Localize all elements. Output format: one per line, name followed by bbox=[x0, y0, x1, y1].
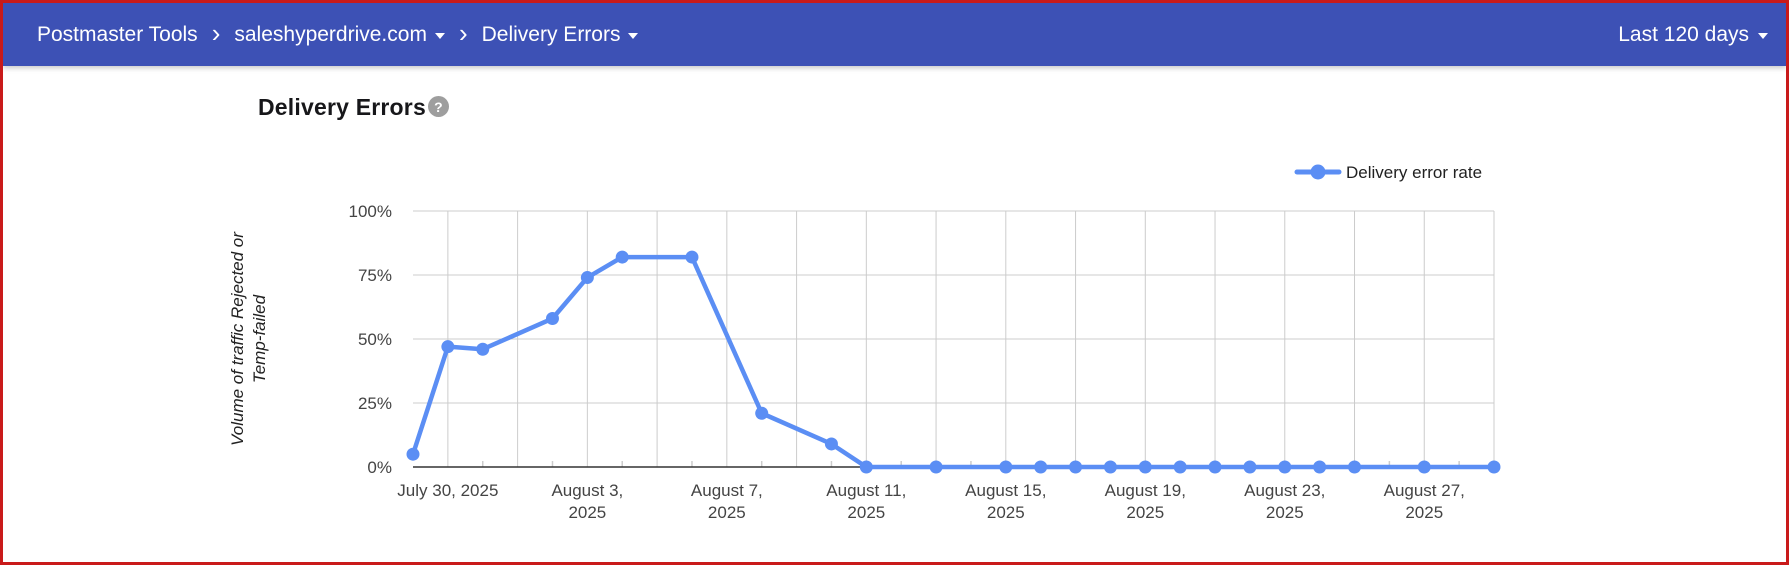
svg-text:Volume of traffic Rejected or: Volume of traffic Rejected or bbox=[228, 231, 247, 446]
data-point[interactable] bbox=[1034, 460, 1048, 474]
y-axis-title: Volume of traffic Rejected or Temp-failed bbox=[228, 231, 269, 446]
x-axis-tick-label: 2025 bbox=[987, 503, 1025, 522]
chevron-down-icon bbox=[1758, 33, 1768, 39]
data-point[interactable] bbox=[545, 312, 559, 326]
app-bar: Postmaster Tools › saleshyperdrive.com ›… bbox=[3, 3, 1786, 66]
x-axis-labels: July 30, 2025 August 3, 2025 August 7, 2025 A… bbox=[397, 481, 1465, 522]
breadcrumb-separator-icon: › bbox=[458, 17, 468, 48]
x-axis-tick-label: 2025 bbox=[708, 503, 746, 522]
data-point[interactable] bbox=[999, 460, 1013, 474]
date-range-label: Last 120 days bbox=[1618, 22, 1749, 46]
x-axis-tick-label: August 7, bbox=[691, 481, 763, 500]
x-axis-tick-label: 2025 bbox=[1405, 503, 1443, 522]
chevron-down-icon bbox=[628, 33, 639, 39]
x-axis-tick-label: August 19, bbox=[1105, 481, 1186, 500]
x-axis-tick-label: August 3, bbox=[551, 481, 623, 500]
chevron-down-icon bbox=[434, 33, 445, 39]
data-point[interactable] bbox=[1487, 460, 1501, 474]
data-point[interactable] bbox=[824, 437, 838, 451]
y-axis-tick-label: 100% bbox=[349, 202, 392, 221]
series-points bbox=[406, 250, 1501, 474]
breadcrumb-postmaster-tools[interactable]: Postmaster Tools bbox=[37, 23, 198, 47]
x-axis-tick-label: August 11, bbox=[826, 481, 906, 500]
data-point[interactable] bbox=[1417, 460, 1431, 474]
x-axis-tick-label: August 15, bbox=[965, 481, 1046, 500]
breadcrumb: Postmaster Tools › saleshyperdrive.com ›… bbox=[37, 17, 639, 50]
data-point[interactable] bbox=[1069, 460, 1083, 474]
data-point[interactable] bbox=[615, 250, 629, 264]
main-content: Delivery Errors ? 0% 25% 50% 75% 100% July 30… bbox=[3, 66, 1786, 562]
x-axis-tick-label: August 23, bbox=[1244, 481, 1325, 500]
breadcrumb-report-selector[interactable]: Delivery Errors bbox=[482, 23, 639, 47]
data-point[interactable] bbox=[1138, 460, 1152, 474]
breadcrumb-report-label: Delivery Errors bbox=[481, 22, 621, 46]
data-point[interactable] bbox=[1313, 460, 1327, 474]
data-point[interactable] bbox=[441, 340, 455, 354]
date-range-selector[interactable]: Last 120 days bbox=[1618, 23, 1768, 47]
page-title: Delivery Errors ? bbox=[258, 94, 449, 121]
page-title-text: Delivery Errors bbox=[258, 94, 426, 120]
data-point[interactable] bbox=[1208, 460, 1222, 474]
help-icon[interactable]: ? bbox=[427, 96, 449, 117]
data-point[interactable] bbox=[859, 460, 873, 474]
data-point[interactable] bbox=[1103, 460, 1117, 474]
legend-point-icon bbox=[1310, 164, 1326, 180]
series-line bbox=[410, 254, 1497, 470]
data-point[interactable] bbox=[929, 460, 943, 474]
data-point[interactable] bbox=[1348, 460, 1362, 474]
y-axis-tick-label: 75% bbox=[358, 266, 392, 285]
x-axis-tick-label: 2025 bbox=[568, 503, 606, 522]
svg-text:Temp-failed: Temp-failed bbox=[250, 294, 269, 383]
breadcrumb-domain-label: saleshyperdrive.com bbox=[234, 22, 427, 46]
data-point[interactable] bbox=[476, 342, 490, 356]
data-point[interactable] bbox=[1243, 460, 1257, 474]
y-axis-tick-label: 0% bbox=[367, 458, 392, 477]
y-axis-tick-label: 25% bbox=[358, 394, 392, 413]
delivery-error-rate-chart: 0% 25% 50% 75% 100% July 30, 2025 August 3, 202… bbox=[228, 163, 1501, 522]
y-axis-tick-label: 50% bbox=[358, 330, 392, 349]
x-axis-tick-label: 2025 bbox=[1266, 503, 1304, 522]
x-axis-tick-label: August 27, bbox=[1384, 481, 1465, 500]
data-point[interactable] bbox=[685, 250, 699, 264]
x-axis-tick-label: 2025 bbox=[847, 503, 885, 522]
data-point[interactable] bbox=[1173, 460, 1187, 474]
breadcrumb-root-label: Postmaster Tools bbox=[37, 22, 198, 46]
y-gridlines: 0% 25% 50% 75% 100% bbox=[349, 202, 1494, 477]
breadcrumb-domain-selector[interactable]: saleshyperdrive.com bbox=[234, 23, 445, 47]
x-axis-tick-label: 2025 bbox=[1126, 503, 1164, 522]
data-point[interactable] bbox=[580, 271, 594, 285]
data-point[interactable] bbox=[755, 406, 769, 420]
data-point[interactable] bbox=[1278, 460, 1292, 474]
legend-label: Delivery error rate bbox=[1346, 163, 1482, 182]
data-point[interactable] bbox=[406, 447, 420, 461]
chart-legend[interactable]: Delivery error rate bbox=[1294, 163, 1482, 182]
breadcrumb-separator-icon: › bbox=[211, 17, 221, 48]
x-axis-tick-label: July 30, 2025 bbox=[397, 481, 498, 500]
